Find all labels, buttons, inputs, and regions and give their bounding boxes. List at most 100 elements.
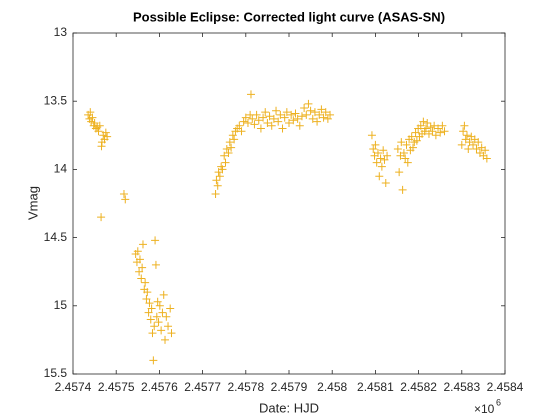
data-point — [239, 117, 248, 126]
y-tick-label: 15.5 — [44, 366, 68, 380]
data-point — [401, 154, 410, 163]
data-point — [155, 301, 164, 310]
data-point — [313, 117, 322, 126]
y-axis-label: Vmag — [25, 186, 40, 220]
data-point — [144, 308, 153, 317]
data-point — [310, 108, 319, 117]
data-point — [398, 185, 407, 194]
data-point — [321, 108, 330, 117]
data-point — [97, 213, 106, 222]
x-tick-label: 2.4574 — [55, 380, 92, 394]
data-point — [237, 127, 246, 136]
data-point — [141, 278, 150, 287]
data-point — [304, 99, 313, 108]
data-point — [278, 124, 287, 133]
data-point — [457, 140, 466, 149]
data-point — [416, 121, 425, 130]
data-point — [280, 113, 289, 122]
data-point — [481, 146, 490, 155]
data-point — [403, 158, 412, 167]
x-scale-exponent: 6 — [496, 397, 501, 407]
data-point — [428, 127, 437, 136]
data-point — [397, 138, 406, 147]
data-point — [434, 124, 443, 133]
data-point — [224, 149, 233, 158]
data-point — [438, 121, 447, 130]
x-tick-label: 2.4577 — [184, 380, 221, 394]
data-point — [212, 176, 221, 185]
data-point — [243, 119, 252, 128]
data-point — [250, 120, 259, 129]
data-point — [297, 112, 306, 121]
data-point — [248, 114, 257, 123]
data-point — [86, 108, 95, 117]
data-point — [148, 329, 157, 338]
data-point — [274, 117, 283, 126]
data-point — [393, 144, 402, 153]
data-point — [259, 113, 268, 122]
data-point — [225, 138, 234, 147]
data-point — [402, 140, 411, 149]
data-point — [464, 144, 473, 153]
data-point — [119, 189, 128, 198]
x-tick-label: 2.4576 — [141, 380, 178, 394]
data-point — [154, 318, 163, 327]
data-point — [319, 113, 328, 122]
data-point — [317, 105, 326, 114]
data-point — [227, 143, 236, 152]
x-tick-label: 2.4582 — [400, 380, 437, 394]
data-point — [302, 110, 311, 119]
data-point — [306, 106, 315, 115]
data-point — [252, 110, 261, 119]
data-point — [377, 162, 386, 171]
data-point — [421, 124, 430, 133]
y-tick-label: 13 — [54, 25, 68, 39]
data-point — [263, 119, 272, 128]
data-point — [151, 236, 160, 245]
data-point — [135, 255, 144, 264]
data-point — [164, 322, 173, 331]
data-point — [228, 131, 237, 140]
data-point — [235, 121, 244, 130]
data-point — [150, 322, 159, 331]
data-point — [137, 274, 146, 283]
x-tick-label: 2.4581 — [357, 380, 394, 394]
data-point — [381, 179, 390, 188]
data-point — [121, 195, 130, 204]
data-point — [289, 116, 298, 125]
data-point — [372, 158, 381, 167]
data-point — [419, 117, 428, 126]
data-point — [254, 116, 263, 125]
data-point — [407, 132, 416, 141]
data-point — [265, 112, 274, 121]
data-point — [261, 108, 270, 117]
data-point — [143, 288, 152, 297]
data-point — [472, 144, 481, 153]
data-point — [218, 165, 227, 174]
data-point — [293, 114, 302, 123]
data-point — [295, 121, 304, 130]
data-point — [380, 155, 389, 164]
data-point — [373, 149, 382, 158]
data-point — [408, 143, 417, 152]
data-point — [369, 144, 378, 153]
data-point — [151, 260, 160, 269]
data-point — [474, 138, 483, 147]
data-point — [152, 312, 161, 321]
data-point — [230, 135, 239, 144]
data-point — [142, 294, 151, 303]
data-point — [436, 128, 445, 137]
data-point — [482, 154, 491, 163]
data-point — [426, 123, 435, 132]
data-point — [459, 127, 468, 136]
chart-title: Possible Eclipse: Corrected light curve … — [133, 9, 445, 24]
data-point — [94, 127, 103, 136]
data-point — [375, 172, 384, 181]
data-point — [272, 106, 281, 115]
x-tick-label: 2.4575 — [98, 380, 135, 394]
data-point — [395, 168, 404, 177]
data-point — [326, 110, 335, 119]
data-point — [211, 189, 220, 198]
data-point — [282, 108, 291, 117]
